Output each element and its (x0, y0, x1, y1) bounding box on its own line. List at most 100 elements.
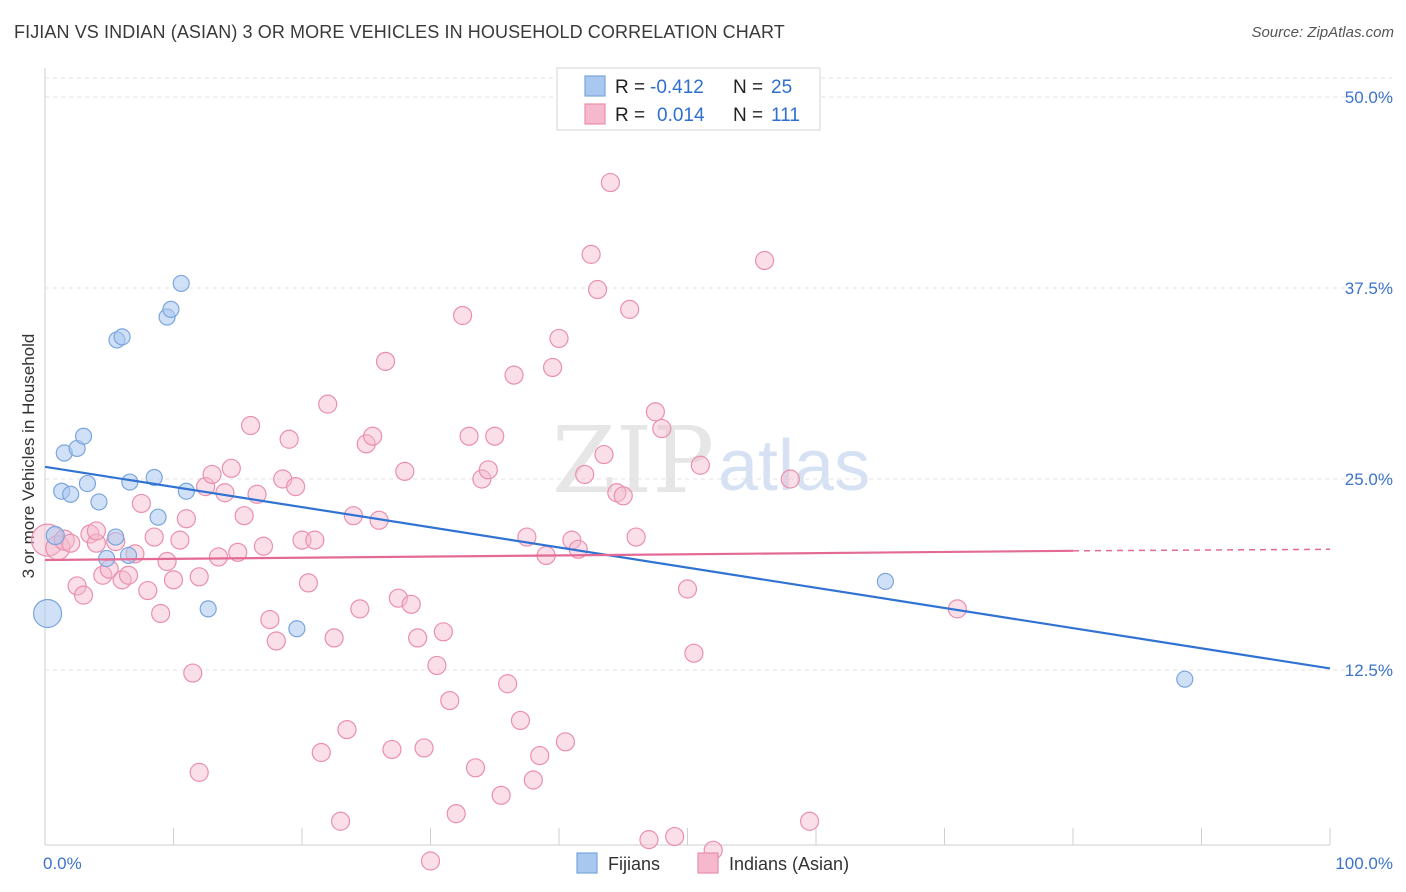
legend-n-value-fijians: 25 (771, 77, 792, 98)
bottom-legend-swatch-fijians (576, 852, 598, 874)
point-indian-50 (363, 426, 383, 446)
watermark-atlas: atlas (718, 426, 870, 506)
point-indian-97 (684, 643, 704, 663)
point-fijian-7 (78, 474, 97, 493)
point-fijian-21 (199, 600, 217, 618)
point-indian-87 (600, 172, 621, 193)
point-indian-79 (549, 328, 569, 349)
source-credit: Source: ZipAtlas.com (1251, 24, 1394, 41)
x-tick-label-0: 0.0% (43, 854, 82, 873)
point-indian-35 (266, 631, 286, 651)
bottom-legend-swatch-indians (697, 852, 719, 874)
point-fijian-11 (119, 546, 138, 565)
point-indian-48 (350, 599, 370, 619)
legend-n-label-fijians: N = (733, 77, 763, 98)
point-fijian-15 (145, 468, 163, 487)
point-indian-65 (459, 426, 479, 446)
y-tick-label-0: 12.5% (1345, 661, 1393, 680)
point-indian-12 (118, 565, 139, 585)
point-fijian-19 (172, 274, 190, 293)
point-indian-23 (189, 567, 209, 587)
point-fijian-13 (113, 328, 131, 346)
point-indian-58 (414, 738, 434, 758)
point-indian-22 (183, 663, 203, 683)
point-indian-37 (279, 429, 299, 449)
point-indian-19 (163, 570, 184, 590)
point-indian-62 (440, 690, 460, 711)
point-indian-64 (453, 305, 473, 326)
trend-line-indians-extension (1072, 548, 1331, 552)
y-tick-labels: 12.5% 25.0% 37.5% 50.0% (1345, 88, 1393, 680)
legend-swatch-fijians (584, 75, 606, 97)
point-fijian-6 (62, 485, 80, 503)
point-fijian-4 (74, 427, 93, 445)
grid-lines (45, 77, 1392, 671)
point-indian-71 (498, 674, 518, 694)
point-indian-42 (311, 742, 331, 763)
point-indian-26 (208, 547, 229, 567)
point-indian-85 (587, 279, 608, 300)
point-fijian-22 (288, 620, 306, 638)
point-indian-84 (581, 244, 601, 264)
point-indian-100 (754, 250, 775, 271)
point-indian-96 (677, 579, 698, 599)
point-indian-69 (485, 426, 505, 446)
point-indian-55 (395, 461, 415, 481)
point-indian-16 (144, 527, 164, 547)
point-indian-86 (594, 444, 614, 465)
point-indian-56 (401, 594, 421, 614)
point-fijian-20 (177, 482, 195, 500)
legend-r-value-indians: 0.014 (657, 105, 705, 126)
y-axis-label: 3 or more Vehicles in Household (19, 334, 38, 579)
point-indian-20 (170, 530, 190, 550)
point-indian-101 (780, 469, 800, 489)
point-indian-3 (61, 533, 81, 553)
x-tick-labels: 0.0% 100.0% (43, 854, 1393, 873)
point-indian-31 (241, 415, 261, 436)
bottom-legend-label-indians: Indians (Asian) (729, 854, 849, 874)
y-tick-label-3: 50.0% (1345, 88, 1393, 107)
point-indian-91 (626, 527, 646, 547)
point-indian-83 (575, 464, 595, 485)
point-fijian-0 (32, 598, 63, 629)
point-indian-98 (690, 455, 710, 475)
legend: R = -0.412 N = 25 R = 0.014 N = 111 (556, 67, 821, 131)
point-indian-53 (382, 739, 402, 760)
point-indian-104 (189, 762, 209, 782)
point-fijian-24 (1176, 670, 1194, 688)
point-indian-52 (375, 351, 396, 371)
legend-swatch-indians (584, 103, 606, 125)
point-fijian-8 (90, 493, 108, 511)
point-indian-70 (491, 785, 511, 805)
point-indian-30 (234, 506, 254, 526)
series-fijians (32, 274, 1194, 688)
y-tick-label-2: 37.5% (1345, 279, 1393, 298)
point-indian-14 (131, 493, 151, 514)
point-fijian-1 (45, 525, 65, 546)
point-indian-75 (523, 770, 543, 790)
point-indian-15 (138, 580, 158, 601)
point-indian-18 (157, 551, 177, 572)
axes (44, 68, 1331, 846)
x-tick-label-1: 100.0% (1335, 854, 1393, 873)
watermark-zip: ZIP (552, 407, 714, 514)
point-indian-94 (652, 418, 672, 439)
legend-r-label-indians: R = (615, 105, 645, 126)
point-indian-60 (427, 655, 447, 676)
point-indian-44 (324, 628, 344, 648)
point-indian-93 (645, 402, 665, 422)
point-indian-40 (298, 573, 319, 593)
point-indian-72 (504, 365, 524, 385)
point-indian-80 (555, 732, 576, 752)
point-fijian-23 (876, 572, 894, 590)
point-indian-89 (613, 486, 633, 506)
point-indian-95 (665, 826, 685, 847)
point-indian-27 (215, 483, 235, 503)
point-indian-17 (151, 603, 171, 624)
point-indian-25 (202, 464, 222, 485)
trend-lines (44, 465, 1331, 670)
point-indian-57 (408, 628, 428, 648)
point-indian-92 (639, 830, 659, 850)
series-indians-asian (30, 172, 967, 871)
point-indian-41 (305, 530, 325, 550)
